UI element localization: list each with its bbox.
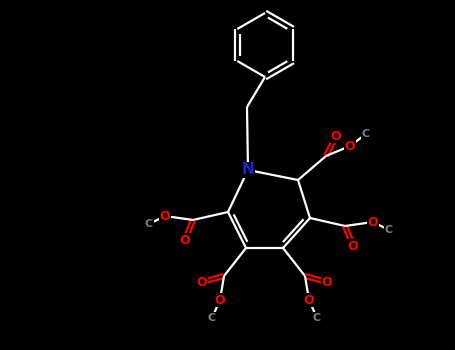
Text: O: O	[322, 275, 332, 288]
Text: O: O	[160, 210, 170, 223]
Text: O: O	[180, 233, 190, 246]
Text: O: O	[368, 216, 378, 229]
Text: O: O	[215, 294, 225, 307]
Text: C: C	[313, 313, 321, 323]
Text: O: O	[345, 140, 355, 153]
Text: N: N	[242, 162, 254, 177]
Text: O: O	[197, 275, 207, 288]
Text: C: C	[145, 219, 153, 229]
Text: O: O	[303, 294, 314, 307]
Text: O: O	[348, 239, 359, 252]
Text: O: O	[331, 130, 341, 142]
Text: C: C	[208, 313, 216, 323]
Text: C: C	[385, 225, 393, 235]
Text: C: C	[362, 129, 370, 139]
